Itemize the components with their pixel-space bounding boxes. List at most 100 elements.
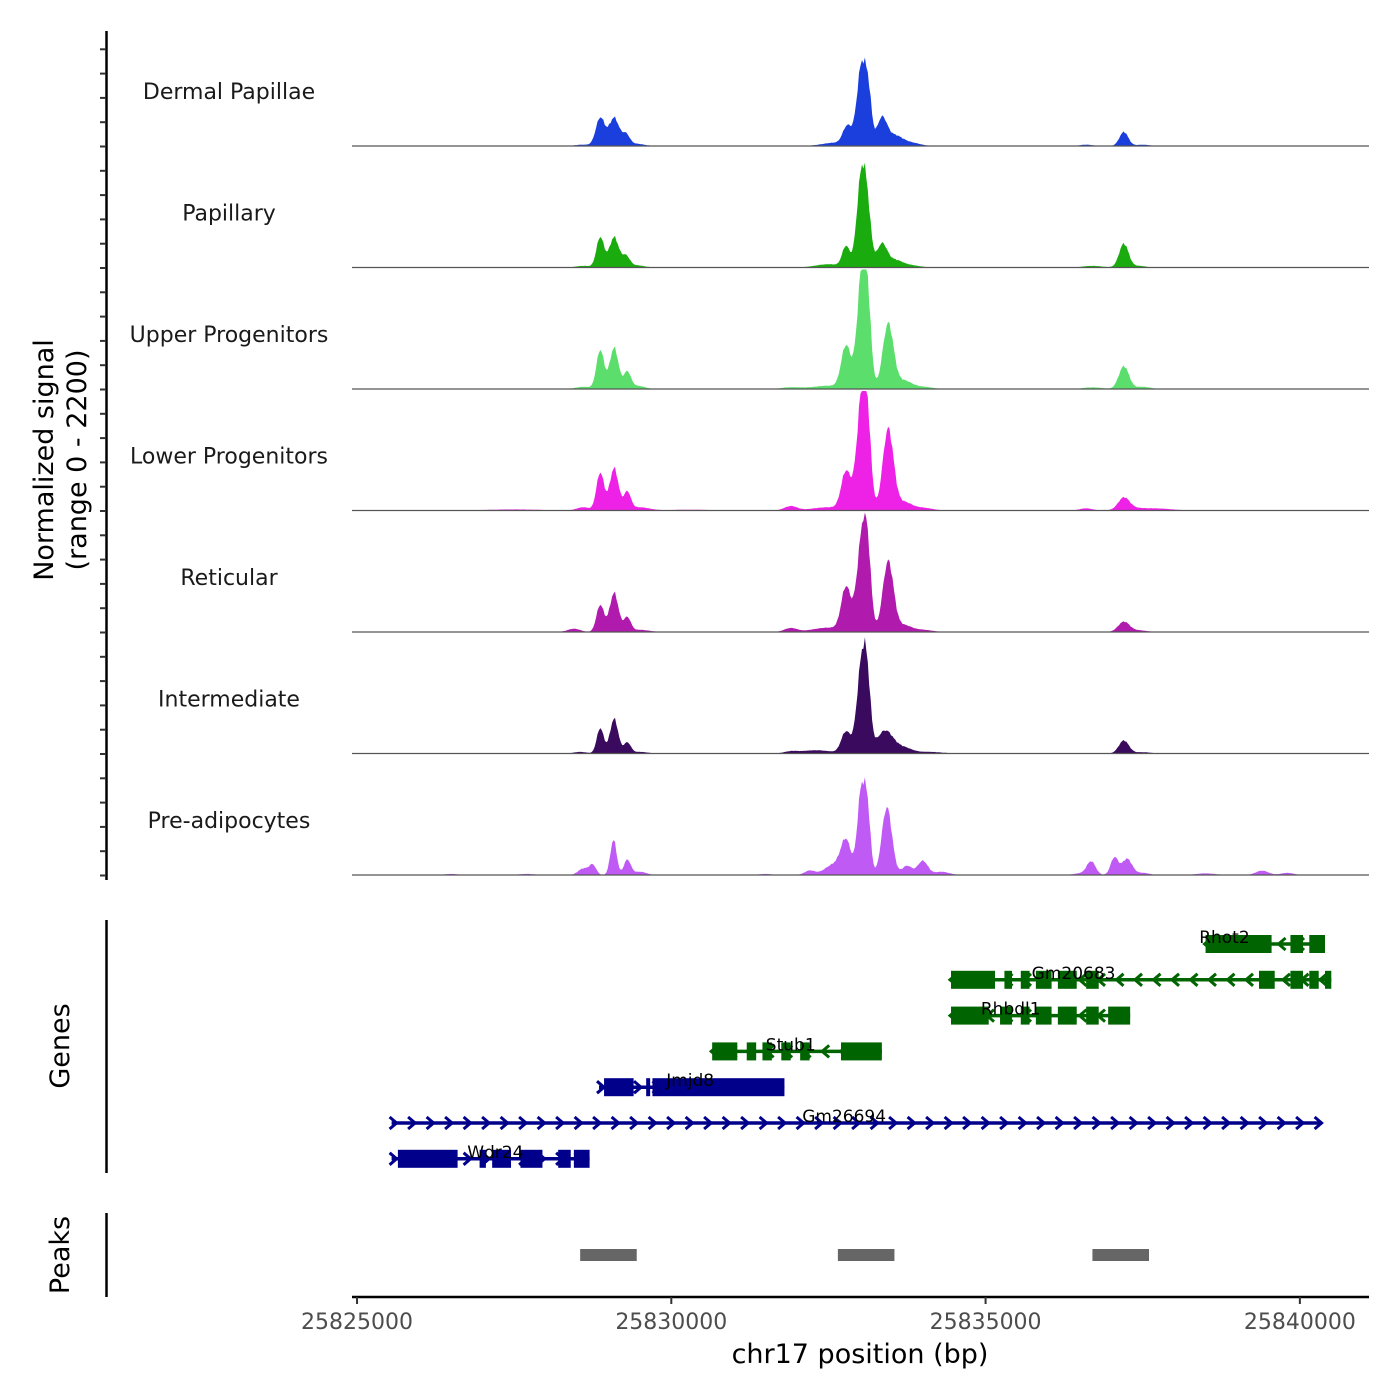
- gene-exon: [397, 1149, 458, 1168]
- gene-exon: [1086, 1006, 1099, 1025]
- strand-arrow-icon: [1225, 972, 1236, 987]
- gene-exon: [841, 1042, 882, 1061]
- track-label: Pre-adipocytes: [148, 809, 311, 834]
- y-axis-title-line1: Normalized signal: [29, 339, 60, 581]
- strand-arrow-icon: [1091, 1115, 1102, 1131]
- gene-exon: [1004, 970, 1012, 989]
- gene-rhbdl1: Rhbdl1: [947, 1000, 1131, 1025]
- peaks-panel-title: Peaks: [45, 1216, 76, 1294]
- strand-arrow-icon: [1184, 1115, 1195, 1131]
- strand-arrow-icon: [1188, 972, 1199, 987]
- strand-arrow-icon: [1239, 1115, 1250, 1131]
- gene-gm20683: Gm20683: [947, 964, 1332, 989]
- strand-arrow-icon: [684, 1115, 695, 1131]
- gene-label: Stub1: [766, 1035, 816, 1055]
- x-axis-title: chr17 position (bp): [732, 1339, 989, 1370]
- strand-arrow-icon: [740, 1115, 751, 1131]
- strand-arrow-icon: [1202, 1115, 1213, 1131]
- gene-exon: [781, 1042, 791, 1061]
- strand-arrow-icon: [1132, 972, 1143, 987]
- strand-arrow-icon: [407, 1115, 418, 1131]
- gene-exon: [1057, 970, 1077, 989]
- gene-exon: [1325, 970, 1332, 989]
- strand-arrow-icon: [388, 1151, 399, 1166]
- coverage-area: [352, 162, 1369, 268]
- strand-arrow-icon: [1165, 1115, 1176, 1131]
- gene-annotations: Rhot2 Gm20683 Rhbdl1 Stub1 Jmjd8 Gm26694 Wdr24: [388, 928, 1332, 1168]
- gene-exon: [746, 1042, 757, 1061]
- strand-arrow-icon: [1128, 1115, 1139, 1131]
- gene-exon: [1000, 1006, 1012, 1025]
- y-axis-title: Normalized signal (range 0 - 2200): [29, 339, 93, 581]
- strand-arrow-icon: [610, 1115, 621, 1131]
- strand-arrow-icon: [647, 1115, 658, 1131]
- strand-arrow-icon: [962, 1115, 973, 1131]
- gene-exon: [1020, 970, 1030, 989]
- strand-arrow-icon: [1036, 1115, 1047, 1131]
- strand-arrow-icon: [721, 1115, 732, 1131]
- track-label: Reticular: [180, 566, 278, 591]
- strand-arrow-icon: [869, 1115, 880, 1131]
- strand-arrow-icon: [1276, 936, 1287, 952]
- gene-label: Wdr24: [467, 1143, 523, 1163]
- gene-jmjd8: Jmjd8: [596, 1071, 785, 1097]
- gene-exon: [1086, 970, 1099, 989]
- strand-arrow-icon: [462, 1115, 473, 1131]
- gene-rhot2: Rhot2: [1199, 928, 1326, 953]
- gene-label: Rhot2: [1199, 928, 1249, 948]
- strand-arrow-icon: [596, 1080, 607, 1095]
- coverage-area: [352, 637, 1369, 754]
- track-lower-progenitors: Lower Progenitors: [130, 391, 1369, 512]
- coverage-area: [352, 57, 1369, 146]
- strand-arrow-icon: [499, 1115, 510, 1131]
- gene-exon: [1020, 1006, 1030, 1025]
- strand-arrow-icon: [832, 1115, 843, 1131]
- strand-arrow-icon: [1221, 1115, 1232, 1131]
- strand-arrow-icon: [633, 1080, 644, 1095]
- track-upper-progenitors: Upper Progenitors: [130, 269, 1369, 390]
- track-intermediate: Intermediate: [158, 637, 1369, 755]
- y-axis-title-line2: (range 0 - 2200): [62, 350, 93, 571]
- gene-exon: [1035, 1006, 1052, 1025]
- strand-arrow-icon: [1313, 1115, 1324, 1131]
- gene-exon: [652, 1078, 785, 1097]
- gene-label: Rhbdl1: [981, 1000, 1041, 1020]
- gene-exon: [1108, 1006, 1131, 1025]
- genes-title: Genes: [45, 1003, 76, 1088]
- gene-exon: [712, 1042, 738, 1061]
- strand-arrow-icon: [851, 1115, 862, 1131]
- gene-exon: [492, 1149, 512, 1168]
- gene-wdr24: Wdr24: [388, 1143, 590, 1168]
- gene-exon: [604, 1078, 634, 1097]
- coverage-area: [352, 391, 1369, 511]
- track-label: Intermediate: [158, 688, 300, 713]
- peak-region: [1092, 1249, 1150, 1261]
- gene-stub1: Stub1: [708, 1035, 882, 1061]
- strand-arrow-icon: [1073, 1115, 1084, 1131]
- strand-arrow-icon: [573, 1115, 584, 1131]
- coverage-tracks: Dermal Papillae Papillary Upper Progenitor…: [130, 57, 1369, 876]
- strand-arrow-icon: [1114, 972, 1125, 987]
- track-label: Papillary: [182, 202, 276, 227]
- gene-exon: [479, 1149, 486, 1168]
- gene-exon: [1290, 970, 1304, 989]
- peaks-title: Peaks: [45, 1216, 76, 1294]
- peak-regions: [580, 1249, 1150, 1261]
- strand-arrow-icon: [703, 1115, 714, 1131]
- x-tick-label: 25825000: [301, 1310, 413, 1335]
- strand-arrow-icon: [925, 1115, 936, 1131]
- gene-exon: [1290, 935, 1304, 953]
- strand-arrow-icon: [1110, 1115, 1121, 1131]
- track-dermal-papillae: Dermal Papillae: [143, 57, 1369, 147]
- strand-arrow-icon: [536, 1115, 547, 1131]
- strand-arrow-icon: [462, 1151, 473, 1166]
- genes-panel-title: Genes: [45, 1003, 76, 1088]
- gene-label: Gm20683: [1032, 964, 1116, 984]
- gene-exon: [558, 1149, 571, 1168]
- strand-arrow-icon: [999, 1115, 1010, 1131]
- strand-arrow-icon: [481, 1115, 492, 1131]
- track-label: Dermal Papillae: [143, 80, 315, 105]
- coverage-y-ticks: [100, 48, 106, 877]
- track-reticular: Reticular: [180, 512, 1369, 633]
